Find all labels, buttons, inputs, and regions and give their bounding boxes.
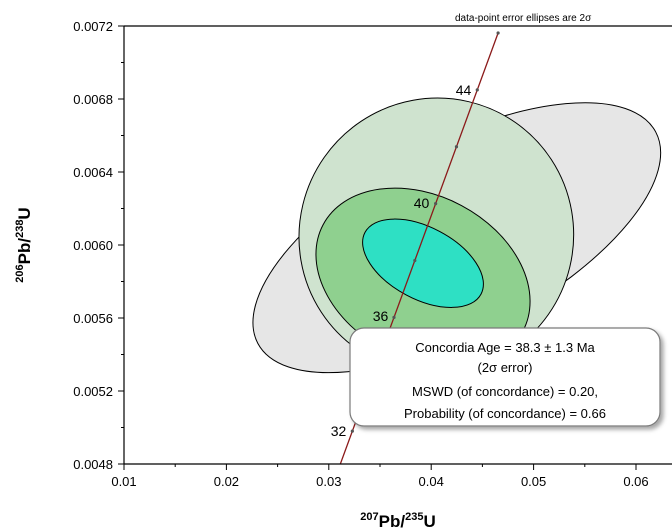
age-labels: 32 36 40 44	[331, 82, 472, 439]
concordia-age-marker	[392, 315, 396, 319]
x-tick-label: 0.05	[521, 474, 546, 489]
concordia-age-marker	[350, 429, 354, 433]
y-tick-label: 0.0056	[73, 311, 113, 326]
result-line-concordia-age: Concordia Age = 38.3 ± 1.3 Ma	[415, 340, 595, 355]
y-tick-label: 0.0052	[73, 384, 113, 399]
x-tick-label: 0.03	[316, 474, 341, 489]
ellipse-concordia-age-ellipse	[362, 218, 484, 308]
result-box: Concordia Age = 38.3 ± 1.3 Ma (2σ error)…	[349, 327, 661, 427]
error-ellipses	[252, 97, 662, 375]
x-tick-label: 0.02	[214, 474, 239, 489]
x-tick-label: 0.04	[419, 474, 444, 489]
x-title-sup2: 235	[405, 511, 423, 523]
y-tick-label: 0.0064	[73, 165, 113, 180]
concordia-curve-group	[339, 31, 500, 464]
concordia-age-marker	[454, 145, 459, 149]
concordia-age-marker	[496, 31, 500, 35]
svg-text:206Pb/238U: 206Pb/238U	[14, 207, 34, 282]
chart-note: data-point error ellipses are 2σ	[455, 13, 592, 24]
concordia-curve	[339, 32, 499, 464]
y-title-sup: 206	[14, 264, 26, 282]
age-label-40: 40	[414, 195, 430, 211]
result-line-error: (2σ error)	[478, 360, 533, 375]
x-title-end: U	[423, 512, 435, 531]
result-line-mswd: MSWD (of concordance) = 0.20,	[412, 384, 598, 399]
y-title-end: U	[15, 207, 34, 219]
x-axis-title: 207Pb/235U	[360, 511, 435, 531]
concordia-age-marker	[413, 258, 417, 263]
result-line-probability: Probability (of concordance) = 0.66	[404, 406, 606, 421]
age-label-36: 36	[373, 308, 389, 324]
result-box-frame	[349, 327, 661, 427]
x-title-base: Pb/	[379, 512, 406, 531]
age-label-32: 32	[331, 423, 347, 439]
y-tick-label: 0.0068	[73, 92, 113, 107]
y-tick-label: 0.0060	[73, 238, 113, 253]
x-title-sup: 207	[360, 511, 378, 523]
concordia-age-marker	[475, 88, 479, 92]
age-label-44: 44	[456, 82, 472, 98]
y-tick-label: 0.0048	[73, 457, 113, 472]
y-axis-title: 206Pb/238U	[14, 207, 34, 282]
x-tick-label: 0.06	[623, 474, 648, 489]
svg-text:207Pb/235U: 207Pb/235U	[360, 511, 435, 531]
y-title-base: Pb/	[15, 238, 34, 265]
y-title-sup2: 238	[14, 220, 26, 238]
concordia-age-marker	[434, 202, 438, 206]
x-tick-label: 0.01	[111, 474, 136, 489]
y-tick-label: 0.0072	[73, 19, 113, 34]
ticks: 0.01 0.02 0.03 0.04 0.05 0.06 0.0048 0.0052 0.00…	[73, 19, 648, 489]
